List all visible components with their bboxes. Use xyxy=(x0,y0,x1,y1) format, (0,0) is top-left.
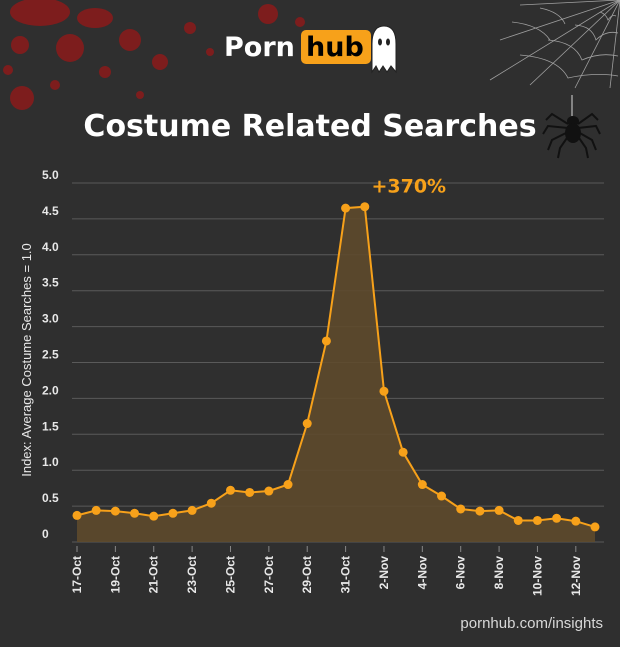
x-tick-label: 10-Nov xyxy=(530,556,544,596)
series-line xyxy=(76,205,596,528)
y-tick-label: 3.0 xyxy=(42,312,59,326)
peak-annotation: +370% xyxy=(371,176,446,198)
x-tick-label: 21-Oct xyxy=(147,556,161,593)
data-point xyxy=(398,447,408,457)
data-point xyxy=(360,202,370,212)
data-point xyxy=(456,504,466,514)
x-tick-label: 17-Oct xyxy=(70,556,84,593)
x-axis: 17-Oct 19-Oct 21-Oct 23-Oct 25-Oct 27-Oct 29-O… xyxy=(70,546,583,596)
data-point xyxy=(245,487,255,497)
data-point xyxy=(110,506,120,516)
data-point xyxy=(513,515,523,525)
data-point xyxy=(475,506,485,516)
data-point xyxy=(437,491,447,501)
blood-splatter xyxy=(3,0,305,110)
spider-web xyxy=(489,0,620,89)
y-tick-label: 1.0 xyxy=(42,455,59,469)
x-tick-label: 2-Nov xyxy=(377,556,391,590)
x-tick-label: 8-Nov xyxy=(492,556,506,590)
y-tick-label: 0 xyxy=(42,527,49,541)
y-tick-label: 4.0 xyxy=(42,240,59,254)
data-points xyxy=(72,202,600,532)
logo-hub-badge xyxy=(301,30,371,64)
data-point xyxy=(552,513,562,523)
logo-text-porn: Porn xyxy=(224,32,295,63)
data-point xyxy=(341,203,351,213)
data-point xyxy=(590,522,600,532)
data-point xyxy=(417,480,427,490)
ghost-icon xyxy=(371,25,397,74)
x-tick-label: 4-Nov xyxy=(415,556,429,590)
y-tick-label: 2.5 xyxy=(42,348,59,362)
data-point xyxy=(532,515,542,525)
x-tick-label: 12-Nov xyxy=(569,556,583,596)
footer-source[interactable]: pornhub.com/insights xyxy=(460,615,603,632)
x-tick-label: 27-Oct xyxy=(262,556,276,593)
x-tick-label: 25-Oct xyxy=(223,556,237,593)
data-point xyxy=(302,419,312,429)
x-tick-label: 31-Oct xyxy=(339,556,353,593)
data-point xyxy=(283,480,293,490)
data-point xyxy=(187,505,197,515)
x-tick-label: 6-Nov xyxy=(454,556,468,590)
spider-icon xyxy=(542,95,601,159)
y-tick-label: 2.0 xyxy=(42,383,59,397)
data-point xyxy=(379,386,389,396)
data-point xyxy=(321,336,331,346)
logo-text-hub: hub xyxy=(306,32,364,63)
data-point xyxy=(571,516,581,526)
data-point xyxy=(130,508,140,518)
data-point xyxy=(264,486,274,496)
data-point xyxy=(72,510,82,520)
data-point xyxy=(225,485,235,495)
y-tick-label: 0.5 xyxy=(42,491,59,505)
y-tick-label: 3.5 xyxy=(42,276,59,290)
area-fill xyxy=(77,206,595,542)
y-axis-label: Index: Average Costume Searches = 1.0 xyxy=(19,243,34,477)
data-point xyxy=(168,508,178,518)
y-tick-label: 1.5 xyxy=(42,419,59,433)
data-point xyxy=(206,498,216,508)
y-tick-label: 5.0 xyxy=(42,168,59,182)
x-tick-label: 19-Oct xyxy=(108,556,122,593)
x-tick-label: 23-Oct xyxy=(185,556,199,593)
y-axis: 0 0.5 1.0 1.5 2.0 2.5 3.0 3.5 4.0 4.5 5.0 xyxy=(42,168,59,541)
y-tick-label: 4.5 xyxy=(42,204,59,218)
x-tick-label: 29-Oct xyxy=(300,556,314,593)
chart-title: Costume Related Searches xyxy=(83,109,536,144)
data-point xyxy=(149,511,159,521)
data-point xyxy=(494,505,504,515)
data-point xyxy=(91,505,101,515)
